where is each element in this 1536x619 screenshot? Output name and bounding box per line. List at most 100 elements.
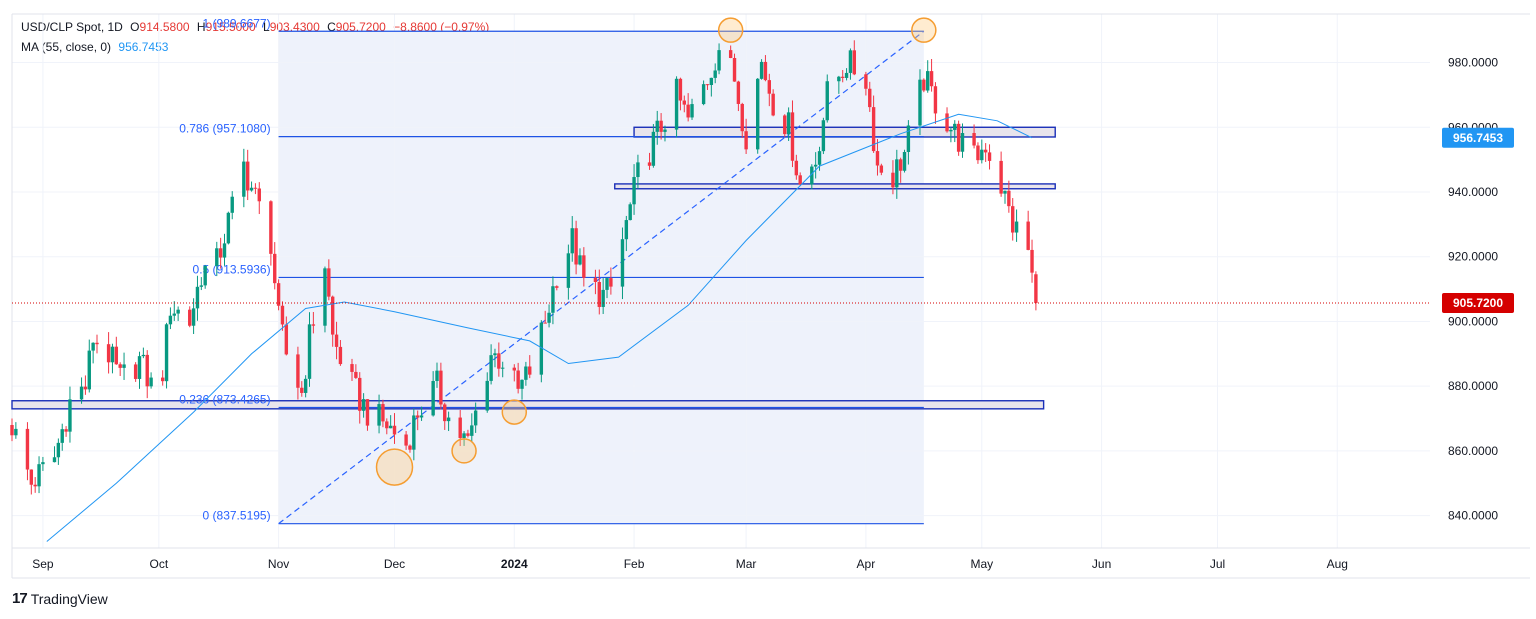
- candle-body: [215, 248, 219, 266]
- candle-body: [473, 410, 478, 426]
- candle-body: [284, 324, 289, 355]
- candle-body: [415, 415, 420, 418]
- candle-body: [817, 151, 822, 165]
- candle-body: [597, 281, 601, 307]
- x-tick-label: Dec: [384, 557, 405, 571]
- candle-body: [172, 313, 176, 316]
- candle-body: [404, 434, 408, 446]
- candle-body: [1007, 190, 1011, 207]
- candle-body: [145, 354, 149, 387]
- candle-body: [365, 399, 370, 426]
- candle-body: [33, 484, 37, 487]
- candle-body: [500, 367, 505, 369]
- candle-body: [300, 387, 304, 393]
- high-value: H915.5000: [196, 20, 256, 34]
- candle-body: [902, 151, 907, 171]
- candle-body: [956, 123, 961, 152]
- candle-body: [122, 364, 126, 368]
- highlight-circle: [717, 17, 744, 43]
- support-resistance-zone: [633, 126, 1056, 138]
- candle-body: [439, 370, 443, 405]
- candle-body: [222, 243, 227, 258]
- candle-body: [651, 131, 656, 166]
- candle-body: [257, 188, 261, 202]
- candle-body: [767, 80, 771, 94]
- candle-body: [91, 342, 95, 351]
- candle-body: [462, 433, 466, 438]
- candle-body: [443, 404, 447, 422]
- candle-body: [740, 103, 744, 132]
- candle-body: [1014, 221, 1019, 233]
- candle-body: [199, 285, 204, 287]
- candle-body: [377, 404, 381, 426]
- candle-body: [149, 377, 153, 387]
- candle-body: [83, 386, 88, 390]
- x-tick-label: Mar: [736, 557, 757, 571]
- candle-body: [844, 72, 849, 78]
- candle-body: [895, 159, 899, 188]
- x-tick-label: Apr: [857, 557, 876, 571]
- candle-body: [1026, 221, 1030, 250]
- candle-body: [578, 255, 582, 265]
- fib-level-label: 0.786 (957.1080): [179, 122, 270, 136]
- candle-body: [195, 286, 200, 309]
- candle-body: [632, 177, 636, 205]
- ma-label: MA (55, close, 0): [21, 40, 112, 54]
- candle-body: [334, 334, 339, 347]
- candle-body: [280, 305, 285, 325]
- candle-body: [489, 355, 493, 381]
- candle-body: [841, 76, 845, 78]
- candle-body: [771, 93, 775, 116]
- fib-level-label: 0 (837.5195): [203, 509, 271, 523]
- candle-body: [524, 366, 528, 380]
- candle-body: [41, 462, 45, 465]
- candle-body: [311, 324, 316, 326]
- candle-body: [628, 204, 632, 221]
- y-tick-label: 860.0000: [1448, 444, 1498, 458]
- x-tick-label: Nov: [268, 557, 289, 571]
- candle-body: [717, 50, 721, 71]
- x-tick-label: Jun: [1092, 557, 1111, 571]
- candle-body: [690, 104, 694, 118]
- candle-body: [926, 71, 930, 91]
- x-tick-label: Feb: [624, 557, 645, 571]
- candle-body: [160, 377, 165, 382]
- low-value: L903.4300: [263, 20, 320, 34]
- candle-body: [37, 464, 41, 487]
- highlight-circle: [375, 448, 414, 486]
- candle-body: [891, 172, 895, 188]
- candle-body: [176, 309, 180, 314]
- candle-body: [203, 265, 207, 286]
- highlight-circle: [911, 17, 937, 43]
- candle-body: [446, 417, 451, 422]
- candle-body: [551, 286, 555, 313]
- candle-body: [705, 84, 710, 86]
- candle-body: [68, 399, 72, 432]
- ohlc-legend: USD/CLP Spot, 1D O914.5800 H915.5000 L90…: [21, 20, 493, 34]
- candle-body: [848, 50, 853, 73]
- candle-body: [879, 165, 884, 173]
- candle-body: [555, 286, 559, 288]
- tradingview-brand[interactable]: 17 TradingView: [12, 590, 108, 607]
- candle-body: [960, 133, 965, 152]
- candle-body: [655, 120, 659, 132]
- candle-body: [686, 104, 690, 118]
- candle-body: [713, 70, 717, 78]
- last-price-label: 905.7200: [1453, 296, 1503, 310]
- candle-body: [605, 278, 609, 290]
- candle-body: [296, 354, 300, 388]
- candle-body: [106, 344, 111, 363]
- candle-body: [493, 353, 497, 356]
- ma-price-tag: [1442, 127, 1514, 148]
- candle-body: [137, 356, 142, 379]
- candle-body: [520, 379, 524, 389]
- candle-body: [636, 162, 640, 178]
- candle-body: [218, 248, 223, 258]
- candle-body: [10, 425, 14, 436]
- candle-body: [25, 428, 30, 470]
- candle-body: [647, 162, 652, 166]
- candle-body: [388, 425, 393, 429]
- highlight-circle: [451, 438, 477, 464]
- candle-body: [95, 342, 99, 345]
